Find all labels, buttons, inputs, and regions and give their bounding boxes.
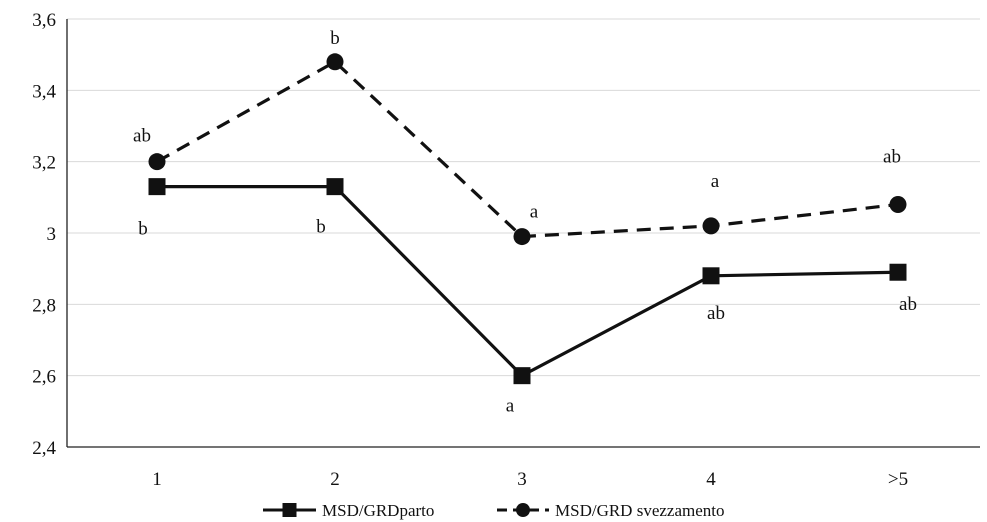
data-point — [513, 367, 531, 385]
x-tick-label: 3 — [517, 469, 527, 490]
data-label: b — [316, 217, 326, 238]
series-line — [157, 185, 899, 378]
data-point — [148, 153, 166, 171]
axis-layer: 2,4 2,6 2,8 3 3,2 3,4 3,6 1 2 3 4 >5 — [32, 10, 980, 490]
data-label: ab — [899, 294, 917, 315]
x-tick-label: 2 — [330, 469, 340, 490]
data-label: ab — [133, 126, 151, 147]
series-layer — [148, 53, 907, 385]
data-label: b — [330, 28, 340, 49]
y-tick-label: 3,4 — [32, 81, 56, 102]
data-point — [326, 178, 344, 196]
y-tick-label: 3,6 — [32, 10, 56, 31]
data-label: a — [711, 171, 720, 192]
x-tick-label: >5 — [888, 469, 908, 490]
y-tick-label: 2,4 — [32, 438, 56, 459]
grid-layer — [67, 18, 980, 377]
data-label: a — [506, 396, 515, 417]
legend-marker — [516, 503, 530, 517]
data-point — [889, 195, 907, 213]
data-point — [326, 53, 344, 71]
legend: MSD/GRDparto MSD/GRD svezzamento — [263, 501, 725, 520]
y-tick-label: 2,6 — [32, 367, 56, 388]
data-point — [702, 267, 720, 285]
series-line — [156, 59, 899, 239]
y-tick-label: 2,8 — [32, 295, 56, 316]
x-tick-label: 4 — [706, 469, 716, 490]
data-point — [702, 217, 720, 235]
data-label: a — [530, 202, 539, 223]
x-tick-label: 1 — [152, 469, 162, 490]
data-label: b — [138, 219, 148, 240]
data-point — [148, 178, 166, 196]
data-label-layer: b b a ab ab ab b a a ab — [133, 28, 917, 417]
data-label: ab — [883, 146, 901, 167]
y-tick-label: 3,2 — [32, 153, 56, 174]
legend-marker — [282, 503, 297, 517]
y-tick-label: 3 — [47, 224, 57, 245]
data-label: ab — [707, 303, 725, 324]
legend-label: MSD/GRD svezzamento — [555, 501, 725, 520]
data-point — [513, 228, 531, 246]
legend-label: MSD/GRDparto — [322, 501, 434, 520]
data-point — [889, 263, 907, 281]
